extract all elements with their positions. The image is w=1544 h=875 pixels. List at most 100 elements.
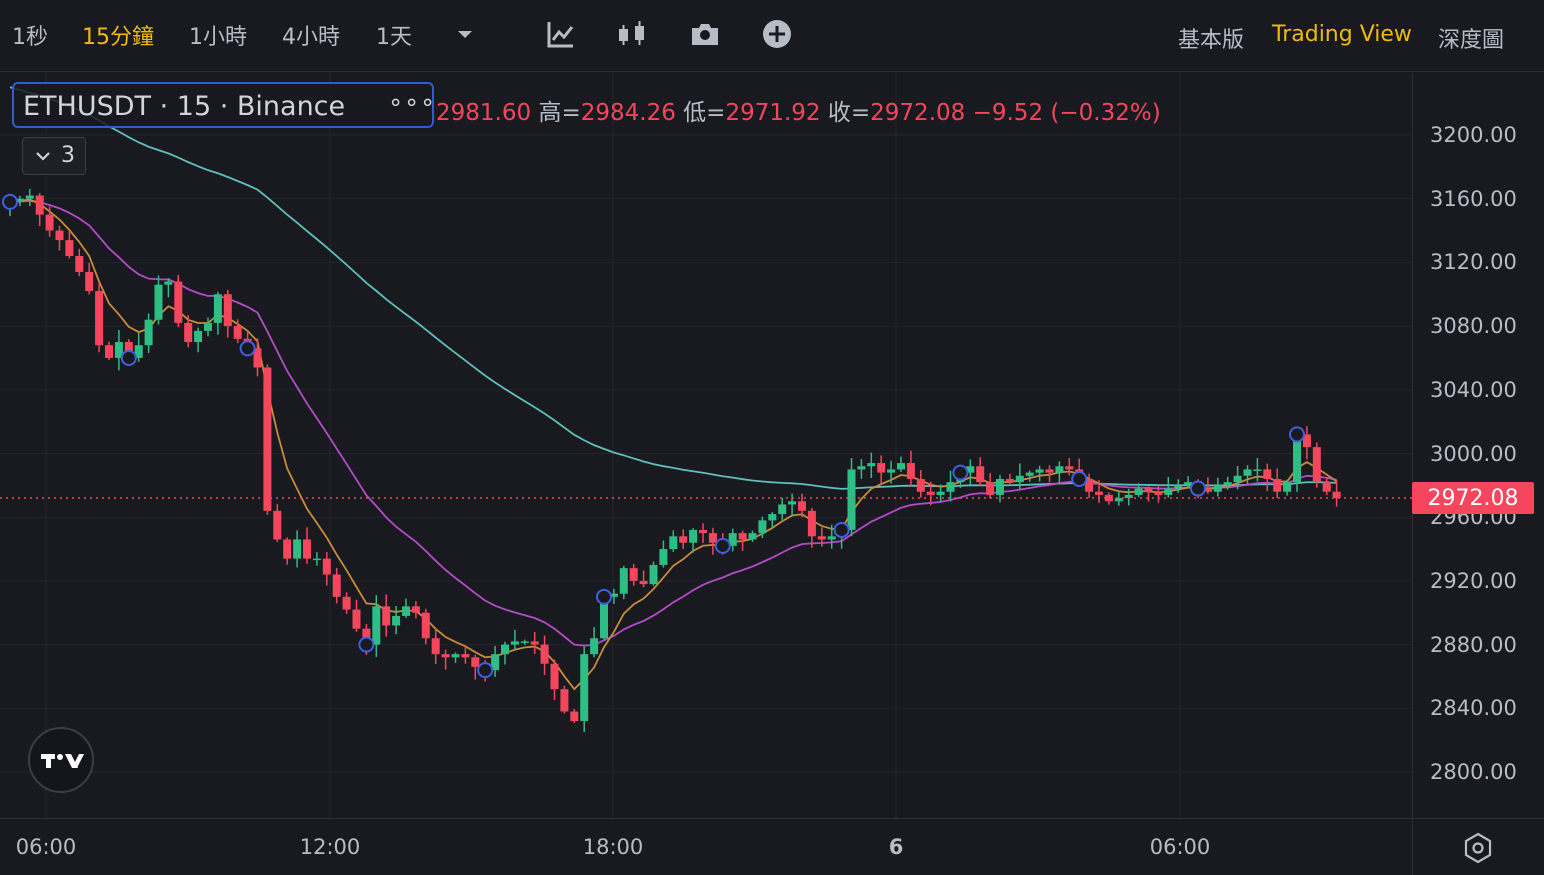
candle [748,530,757,542]
candle-body [402,606,410,616]
candle-body [847,469,856,530]
candle [431,628,440,664]
chart-area[interactable] [0,73,1412,818]
candle-body [887,469,896,473]
candle-body [550,663,559,690]
ma-slow-line [9,86,1337,490]
add-icon[interactable] [761,18,793,50]
candle [887,460,896,484]
candle-body [1005,478,1014,483]
candle [669,530,678,552]
candle [1104,492,1113,505]
candle [204,317,212,337]
chart-toolbar: 1秒 15分鐘 1小時 4小時 1天 基本版 Trading View 深度圖 [0,0,1544,72]
candle-body [441,654,450,658]
view-basic[interactable]: 基本版 [1178,28,1245,53]
open-value: 2981.60 [436,100,532,126]
candle-body [659,549,668,565]
symbol-legend[interactable]: ETHUSDT · 15 · Binance ∘∘∘ [12,82,437,128]
candle-body [491,654,500,671]
candle [1332,479,1341,507]
candle [1025,470,1034,482]
timeframe-15m[interactable]: 15分鐘 [82,25,154,50]
candle-body [1015,475,1024,483]
candle [322,552,331,586]
candle-body [1095,491,1103,495]
candle [332,567,341,604]
price-tick-label: 3200.00 [1430,123,1517,147]
high-value: 2984.26 [580,100,676,126]
candle [1283,479,1292,496]
indicator-icon[interactable] [545,18,577,50]
signal-marker [2,193,18,210]
candle-body [1174,485,1183,489]
time-tick-label: 18:00 [582,835,644,859]
high-label: 高= [538,100,581,126]
symbol-name: ETHUSDT · 15 · Binance [23,91,346,122]
candle [897,456,905,472]
candle [679,529,688,549]
tradingview-logo[interactable] [28,727,94,793]
view-depth[interactable]: 深度圖 [1438,28,1505,53]
candle-body [609,593,618,597]
candle-body [411,606,420,613]
candle [1233,466,1242,490]
candle-body [1302,434,1311,448]
candle [976,457,985,486]
price-tick-label: 3080.00 [1430,314,1517,339]
candle-body [15,198,24,202]
candle-body [95,291,104,346]
settings-icon[interactable] [1461,831,1495,865]
time-axis[interactable]: 06:00 12:00 18:00 6 06:00 [0,818,1412,875]
view-trading-view[interactable]: Trading View [1272,22,1412,47]
more-options-icon[interactable]: ∘∘∘ [388,88,437,116]
candle [461,646,470,664]
candle [817,527,826,547]
timeframe-4h[interactable]: 4小時 [282,25,340,50]
candle [728,528,737,552]
candle-body [827,536,836,540]
candle-body [75,256,84,272]
candle-body [758,520,767,534]
indicator-count: 3 [61,143,75,168]
candle-body [708,533,717,543]
candle-body [1124,494,1133,499]
candle [144,313,153,353]
signal-marker [1190,480,1206,497]
candle-body [293,539,302,559]
candle-body [906,463,915,479]
timeframe-1s[interactable]: 1秒 [12,25,48,50]
candle-body [194,330,203,343]
candle-body [352,609,361,629]
chevron-down-icon [36,152,50,161]
candle-body [976,466,985,483]
timeframe-1h[interactable]: 1小時 [189,25,247,50]
timeframe-1d[interactable]: 1天 [376,25,412,50]
signal-marker [1289,426,1305,443]
candle [758,516,767,539]
candlestick-chart[interactable] [0,73,1412,818]
dropdown-caret-icon[interactable] [449,18,481,50]
candle-type-icon[interactable] [616,18,648,50]
candle [1263,463,1272,492]
candle [699,523,707,543]
candle [847,457,856,537]
candle-body [1263,469,1272,479]
candle-body [1025,472,1034,476]
candle [1223,476,1232,490]
camera-icon[interactable] [689,18,721,50]
price-tick-label: 2920.00 [1430,568,1517,593]
signal-marker [239,340,256,357]
candle [708,527,717,555]
indicator-collapse-button[interactable]: 3 [22,137,86,175]
candle-body [936,491,945,495]
candle-body [253,348,262,368]
candle-body [1273,478,1282,492]
price-axis[interactable]: 3200.00 3160.00 3120.00 3080.00 3040.00 3000.… [1412,73,1544,818]
candle [65,231,74,259]
candle-body [926,491,935,495]
candle [85,262,94,295]
candle [609,588,618,604]
candle [510,629,519,650]
candle [223,289,232,338]
